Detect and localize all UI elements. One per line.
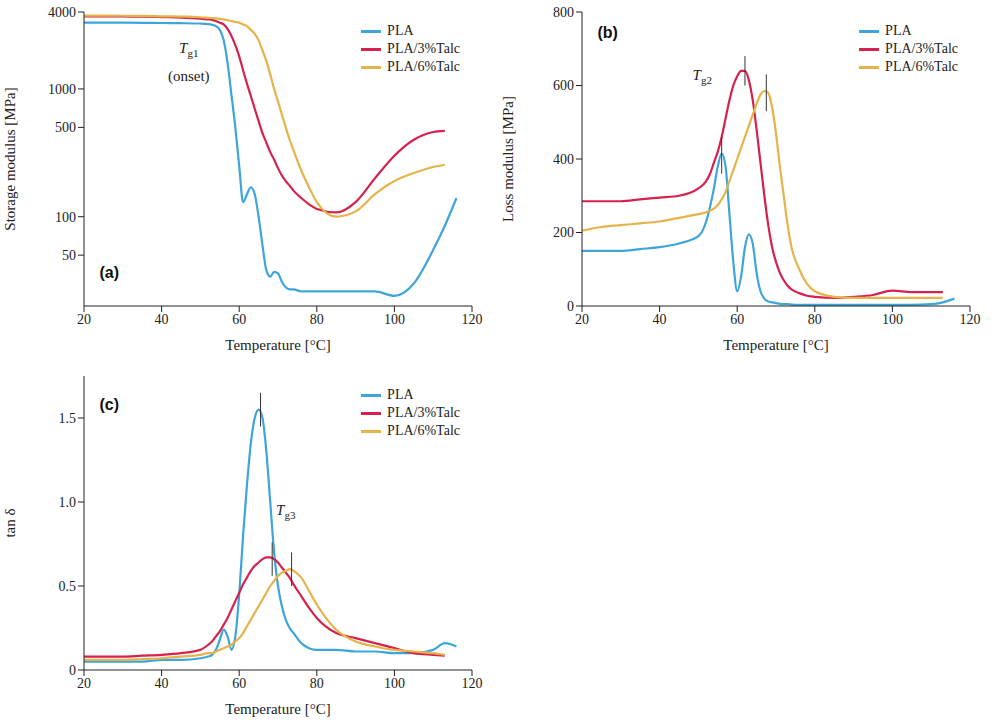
- svg-text:20: 20: [77, 676, 91, 691]
- svg-text:20: 20: [575, 312, 589, 327]
- svg-text:0.5: 0.5: [59, 579, 77, 594]
- svg-text:120: 120: [960, 312, 981, 327]
- html-text:PLA/6%Talc: PLA/6%Talc: [885, 59, 958, 74]
- svg-text:(b): (b): [598, 24, 618, 41]
- svg-text:(c): (c): [100, 396, 120, 413]
- html-text:PLA/6%Talc: PLA/6%Talc: [387, 59, 460, 74]
- svg-text:500: 500: [55, 120, 76, 135]
- svg-text:tan δ: tan δ: [2, 508, 18, 537]
- html-text:PLA/3%Talc: PLA/3%Talc: [885, 41, 958, 56]
- svg-text:4000: 4000: [48, 5, 76, 20]
- svg-text:20: 20: [77, 312, 91, 327]
- svg-text:60: 60: [232, 312, 246, 327]
- svg-text:Temperature [°C]: Temperature [°C]: [225, 701, 330, 717]
- svg-text:100: 100: [55, 210, 76, 225]
- svg-text:400: 400: [553, 152, 574, 167]
- svg-text:50: 50: [62, 248, 76, 263]
- svg-text:120: 120: [462, 676, 483, 691]
- html-text:PLA: PLA: [387, 23, 414, 38]
- svg-text:Storage modulus [MPa]: Storage modulus [MPa]: [2, 87, 18, 230]
- svg-text:100: 100: [384, 312, 405, 327]
- svg-text:60: 60: [232, 676, 246, 691]
- svg-text:Loss modulus [MPa]: Loss modulus [MPa]: [500, 96, 516, 222]
- svg-text:40: 40: [653, 312, 667, 327]
- svg-text:60: 60: [730, 312, 744, 327]
- svg-text:1.5: 1.5: [59, 411, 77, 426]
- svg-text:Temperature [°C]: Temperature [°C]: [225, 337, 330, 353]
- svg-text:200: 200: [553, 225, 574, 240]
- html-text:PLA: PLA: [387, 387, 414, 402]
- svg-text:40: 40: [155, 676, 169, 691]
- svg-text:0: 0: [69, 663, 76, 678]
- html-text:PLA/3%Talc: PLA/3%Talc: [387, 405, 460, 420]
- svg-text:Tg2: Tg2: [693, 67, 712, 86]
- svg-text:(onset): (onset): [168, 68, 210, 85]
- html-text:PLA/3%Talc: PLA/3%Talc: [387, 41, 460, 56]
- svg-text:1000: 1000: [48, 82, 76, 97]
- svg-text:100: 100: [882, 312, 903, 327]
- svg-text:80: 80: [310, 676, 324, 691]
- html-text:PLA/6%Talc: PLA/6%Talc: [387, 423, 460, 438]
- svg-text:Temperature [°C]: Temperature [°C]: [723, 337, 828, 353]
- svg-text:1.0: 1.0: [59, 495, 77, 510]
- svg-text:100: 100: [384, 676, 405, 691]
- svg-text:(a): (a): [100, 264, 120, 281]
- svg-text:0: 0: [567, 299, 574, 314]
- svg-text:40: 40: [155, 312, 169, 327]
- svg-text:80: 80: [310, 312, 324, 327]
- html-text:PLA: PLA: [885, 23, 912, 38]
- svg-text:80: 80: [808, 312, 822, 327]
- svg-text:Tg1: Tg1: [179, 40, 198, 59]
- svg-text:600: 600: [553, 78, 574, 93]
- svg-text:Tg3: Tg3: [276, 502, 296, 521]
- svg-text:120: 120: [462, 312, 483, 327]
- svg-text:800: 800: [553, 5, 574, 20]
